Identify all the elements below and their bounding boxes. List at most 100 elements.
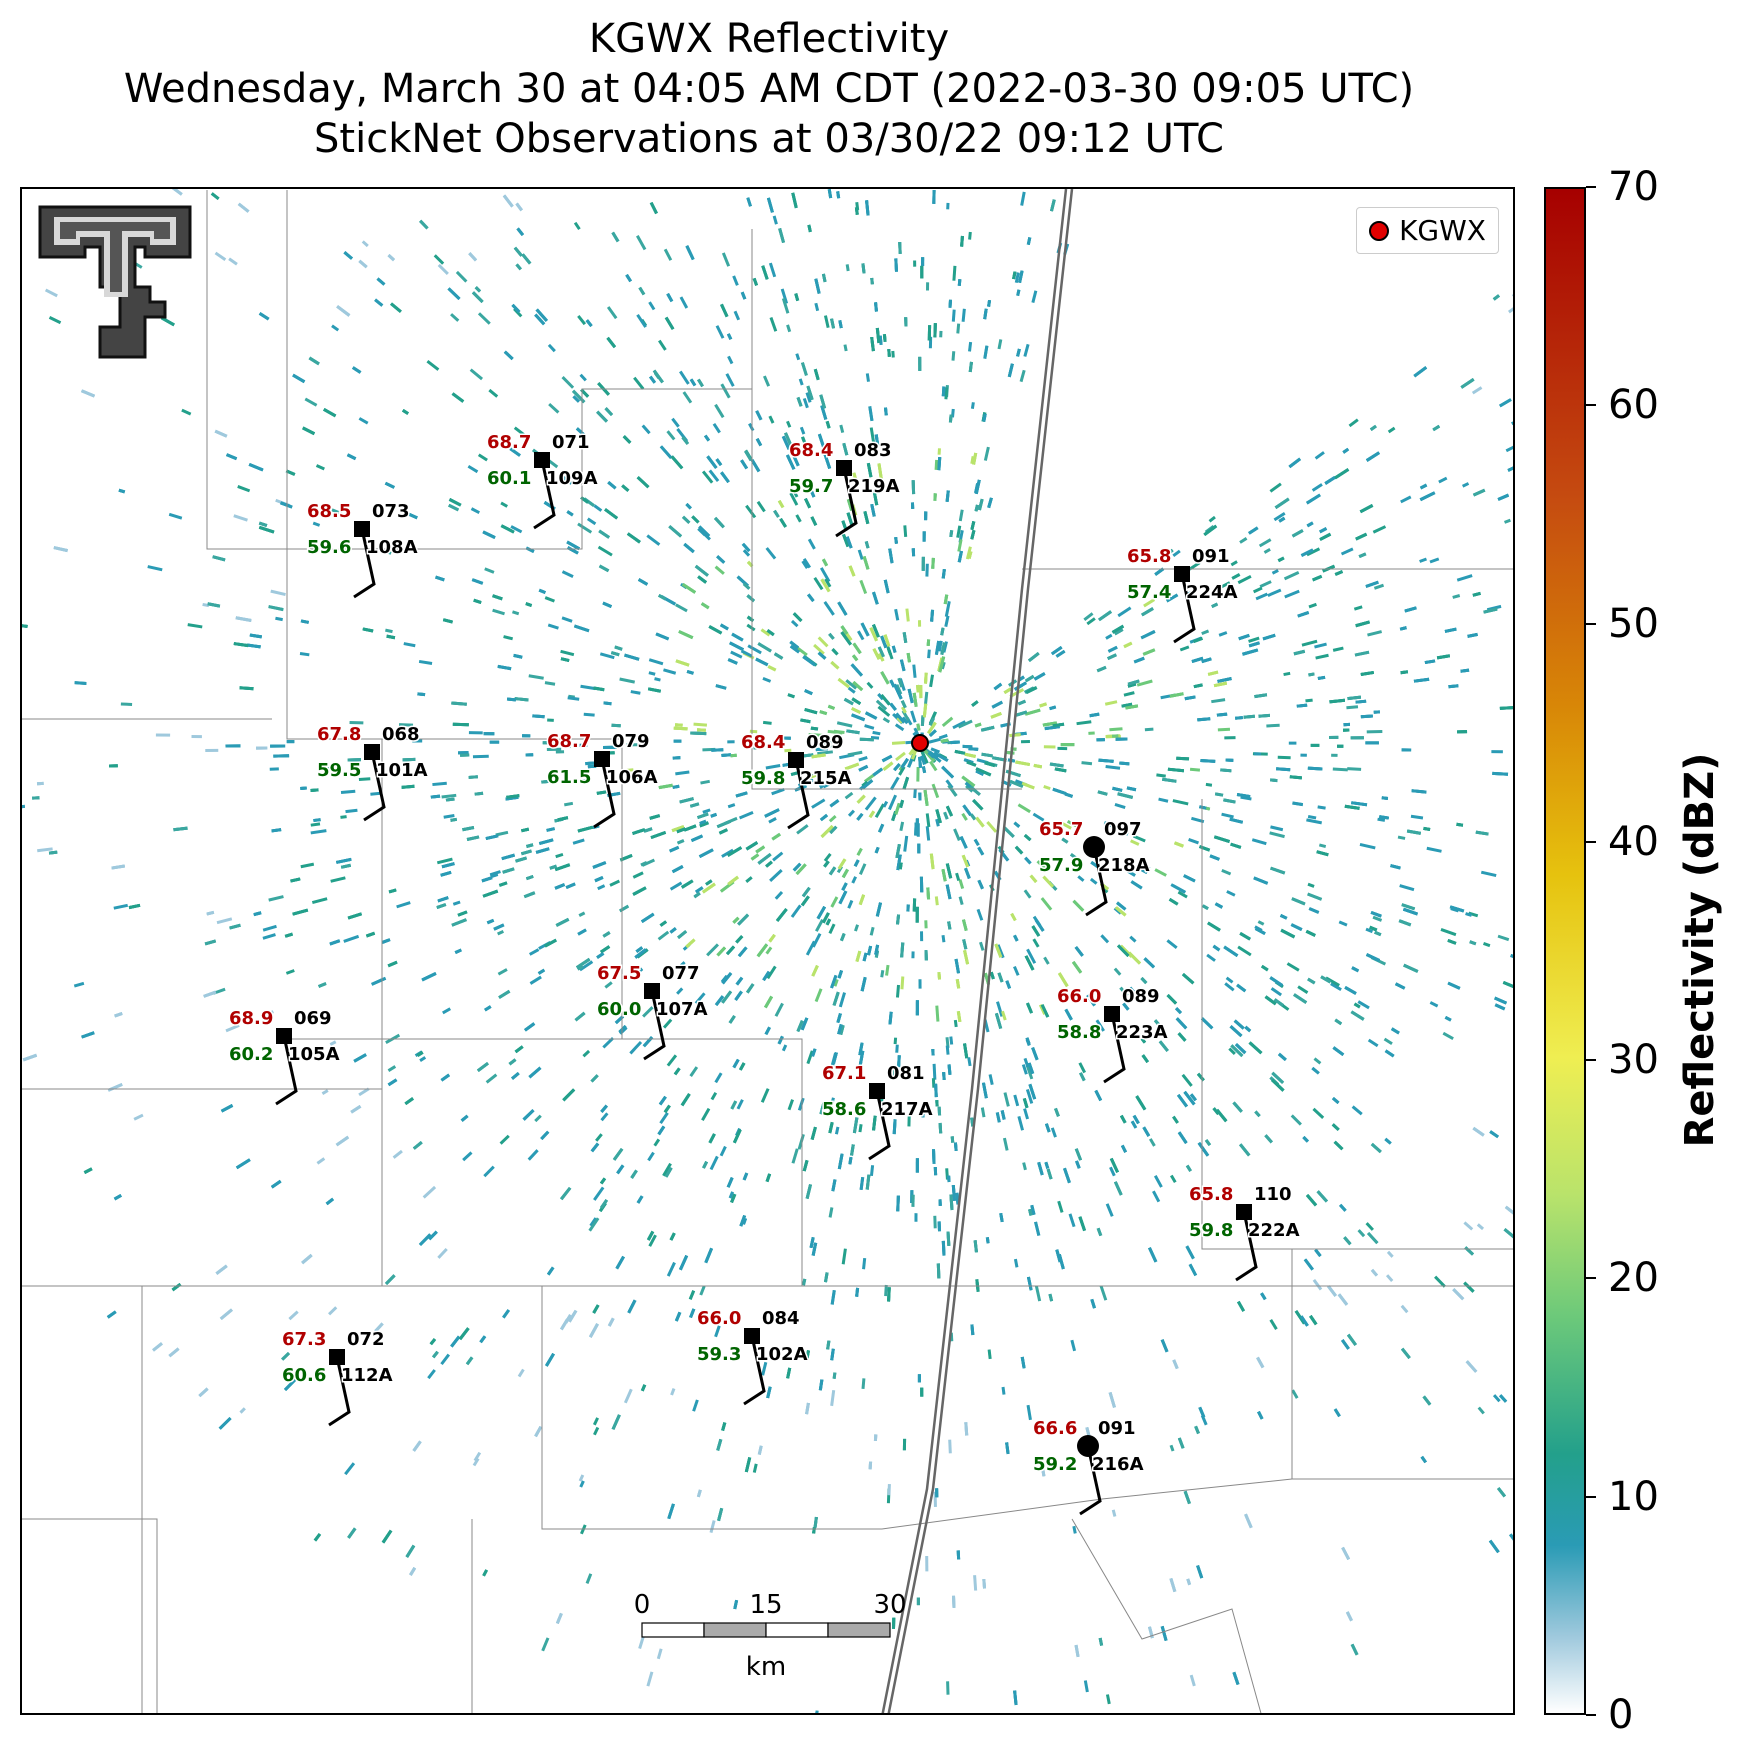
- station-id: 223A: [1116, 1022, 1168, 1043]
- station-wind-direction: 073: [372, 501, 410, 522]
- station-dewpoint: 57.4: [1127, 582, 1171, 603]
- chart-title: KGWX Reflectivity: [588, 16, 950, 62]
- wind-barb: [593, 758, 616, 829]
- station-216A[interactable]: 66.6 091 59.2 216A: [1032, 1417, 1145, 1516]
- station-101A[interactable]: 67.8 068 59.5 101A: [316, 723, 429, 822]
- station-105A[interactable]: 68.9 069 60.2 105A: [228, 1007, 341, 1106]
- station-218A[interactable]: 65.7 097 57.9 218A: [1038, 818, 1151, 917]
- colorbar-tick-label: 20: [1608, 1255, 1659, 1302]
- station-dewpoint: 57.9: [1039, 855, 1083, 876]
- scale-tick-0: 0: [634, 1590, 651, 1620]
- radar-map[interactable]: 68.7 071 60.1 109A 68.4 083 59.7 219A 68.5 073 59.…: [20, 187, 1515, 1715]
- station-id: 106A: [606, 767, 658, 788]
- station-dewpoint: 59.5: [317, 760, 361, 781]
- wind-barb: [1079, 1445, 1102, 1516]
- map-legend: KGWX: [1356, 207, 1499, 254]
- station-marker: [534, 452, 550, 468]
- station-temperature: 66.0: [1057, 986, 1101, 1007]
- wind-barb: [1085, 846, 1108, 917]
- radar-marker-icon: [1369, 220, 1390, 241]
- station-id: 224A: [1186, 582, 1238, 603]
- wind-barb: [275, 1035, 298, 1106]
- texas-tech-double-t-logo: [38, 205, 192, 359]
- station-marker: [276, 1028, 292, 1044]
- colorbar-tick-mark: [1586, 186, 1596, 188]
- station-wind-direction: 068: [382, 724, 420, 745]
- station-107A[interactable]: 67.5 077 60.0 107A: [596, 962, 709, 1061]
- station-wind-direction: 081: [887, 1063, 925, 1084]
- station-id: 216A: [1092, 1454, 1144, 1475]
- chart-subtitle-time: Wednesday, March 30 at 04:05 AM CDT (202…: [123, 66, 1415, 112]
- station-marker: [1104, 1006, 1120, 1022]
- station-id: 218A: [1098, 855, 1150, 876]
- station-215A[interactable]: 68.4 089 59.8 215A: [740, 731, 853, 830]
- station-wind-direction: 089: [806, 732, 844, 753]
- wind-barb: [787, 759, 810, 830]
- station-marker: [1077, 1435, 1099, 1457]
- station-dewpoint: 59.8: [741, 768, 785, 789]
- station-dewpoint: 59.8: [1189, 1220, 1233, 1241]
- station-id: 101A: [376, 760, 428, 781]
- wind-barb: [868, 1090, 891, 1161]
- station-219A[interactable]: 68.4 083 59.7 219A: [788, 439, 901, 538]
- scale-tick-15: 15: [749, 1590, 782, 1620]
- station-112A[interactable]: 67.3 072 60.6 112A: [281, 1328, 394, 1427]
- station-wind-direction: 071: [552, 432, 590, 453]
- station-wind-direction: 083: [854, 440, 892, 461]
- station-marker: [869, 1083, 885, 1099]
- station-dewpoint: 60.6: [282, 1365, 326, 1386]
- station-temperature: 67.8: [317, 724, 361, 745]
- county-borders: [22, 190, 1513, 1713]
- station-id: 215A: [800, 768, 852, 789]
- station-224A[interactable]: 65.8 091 57.4 224A: [1126, 545, 1239, 644]
- station-id: 112A: [341, 1365, 393, 1386]
- station-temperature: 66.0: [697, 1308, 741, 1329]
- wind-barb: [363, 751, 386, 822]
- station-temperature: 68.4: [789, 440, 833, 461]
- station-marker: [354, 521, 370, 537]
- station-106A[interactable]: 68.7 079 61.5 106A: [546, 730, 659, 829]
- station-marker: [744, 1328, 760, 1344]
- wind-barb: [643, 990, 666, 1061]
- station-temperature: 68.9: [229, 1008, 273, 1029]
- station-wind-direction: 079: [612, 731, 650, 752]
- station-marker: [364, 744, 380, 760]
- station-marker: [1174, 566, 1190, 582]
- station-dewpoint: 59.3: [697, 1344, 741, 1365]
- colorbar-tick-mark: [1586, 840, 1596, 843]
- scale-unit: km: [746, 1652, 786, 1682]
- station-223A[interactable]: 66.0 089 58.8 223A: [1056, 985, 1169, 1084]
- wind-barb: [1173, 573, 1196, 644]
- wind-barb: [533, 459, 556, 530]
- station-temperature: 68.5: [307, 501, 351, 522]
- station-id: 108A: [366, 537, 418, 558]
- station-id: 102A: [756, 1344, 808, 1365]
- station-wind-direction: 069: [294, 1008, 332, 1029]
- station-temperature: 65.8: [1189, 1184, 1233, 1205]
- colorbar-tick-mark: [1586, 1277, 1596, 1280]
- station-102A[interactable]: 66.0 084 59.3 102A: [696, 1307, 809, 1406]
- colorbar-tick-mark: [1586, 622, 1596, 625]
- station-wind-direction: 097: [1104, 819, 1142, 840]
- station-wind-direction: 084: [762, 1308, 800, 1329]
- station-dewpoint: 59.6: [307, 537, 351, 558]
- station-temperature: 68.4: [741, 732, 785, 753]
- wind-barb: [835, 467, 858, 538]
- wind-barb: [1103, 1013, 1126, 1084]
- colorbar-tick-mark: [1586, 1495, 1596, 1498]
- colorbar-tick-label: 40: [1608, 818, 1659, 865]
- station-108A[interactable]: 68.5 073 59.6 108A: [306, 500, 419, 599]
- station-temperature: 67.3: [282, 1329, 326, 1350]
- colorbar-label: Reflectivity (dBZ): [1677, 752, 1723, 1148]
- station-109A[interactable]: 68.7 071 60.1 109A: [486, 431, 599, 530]
- station-217A[interactable]: 67.1 081 58.6 217A: [821, 1062, 934, 1161]
- scale-tick-30: 30: [873, 1590, 906, 1620]
- station-marker: [329, 1349, 345, 1365]
- station-222A[interactable]: 65.8 110 59.8 222A: [1188, 1183, 1301, 1282]
- station-wind-direction: 089: [1122, 986, 1160, 1007]
- station-dewpoint: 58.8: [1057, 1022, 1101, 1043]
- wind-barb: [1235, 1211, 1258, 1282]
- station-temperature: 65.7: [1039, 819, 1083, 840]
- colorbar-tick-label: 60: [1608, 382, 1659, 429]
- scale-bar: 0 15 30 km: [634, 1590, 907, 1682]
